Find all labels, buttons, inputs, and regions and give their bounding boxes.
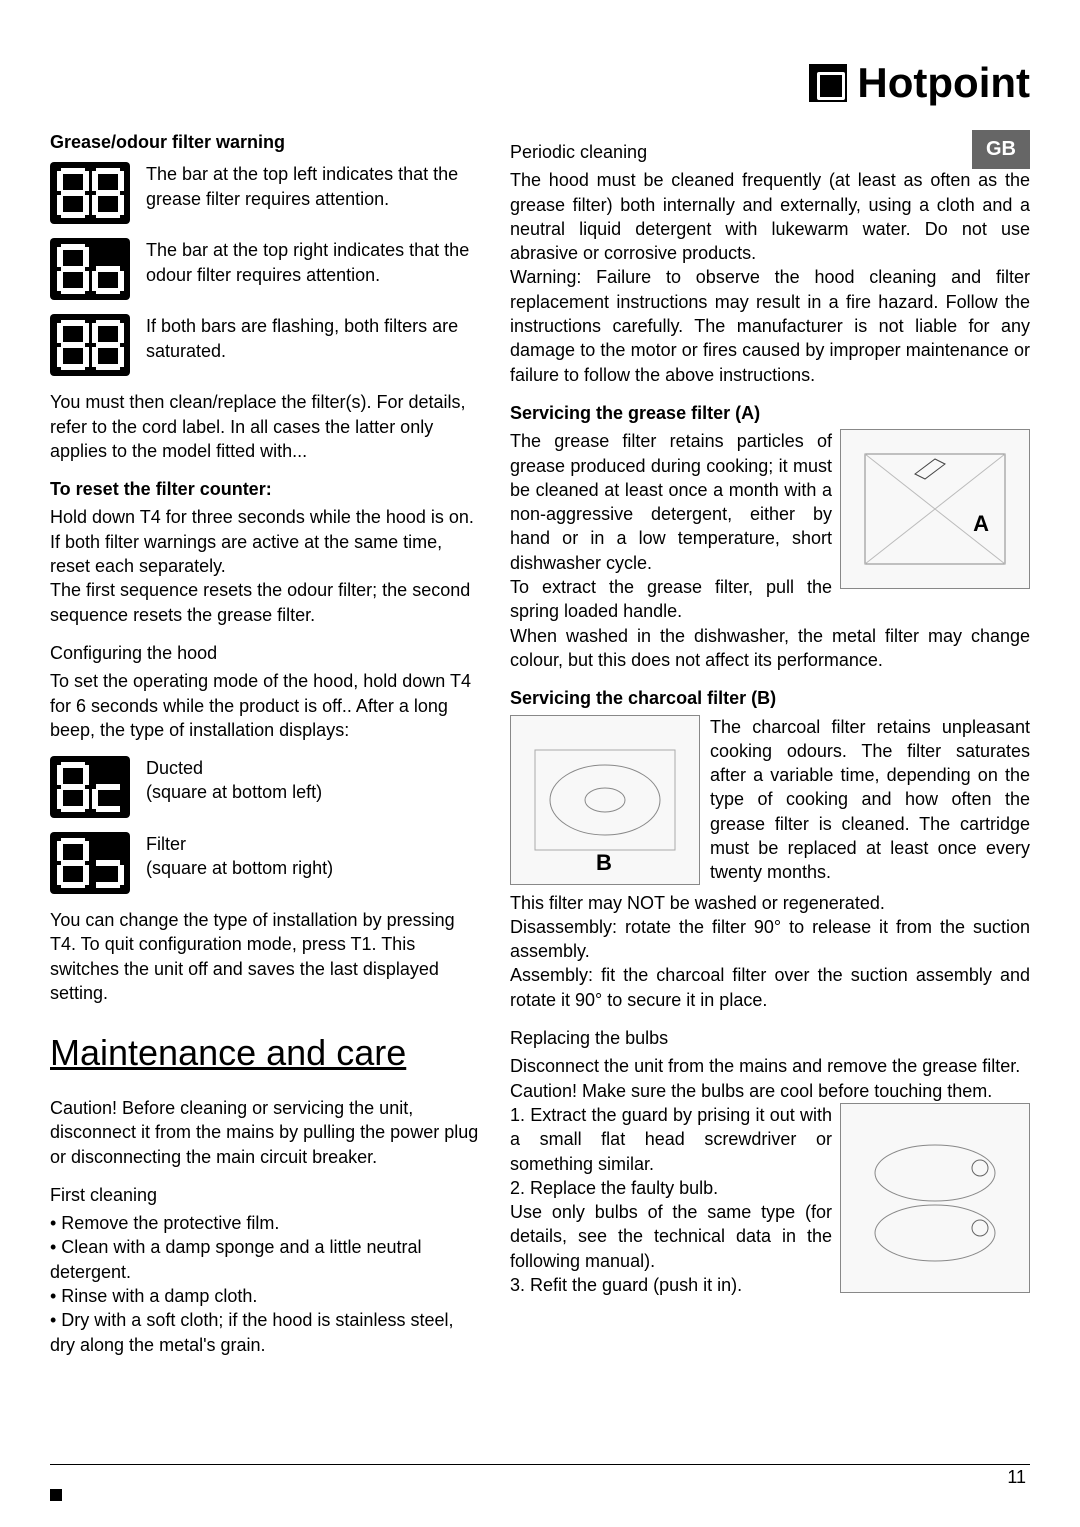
fc-step4: • Dry with a soft cloth; if the hood is … — [50, 1308, 480, 1357]
filter-row: Filter (square at bottom right) — [50, 832, 480, 894]
assembly-text: Assembly: fit the charcoal filter over t… — [510, 963, 1030, 1012]
periodic-title: Periodic cleaning — [510, 140, 1030, 164]
bulb-diagram — [840, 1103, 1030, 1293]
config-body: To set the operating mode of the hood, h… — [50, 669, 480, 742]
ducted-desc: (square at bottom left) — [146, 780, 322, 804]
ducted-row: Ducted (square at bottom left) — [50, 756, 480, 818]
fc-step2: • Clean with a damp sponge and a little … — [50, 1235, 480, 1284]
periodic-body: The hood must be cleaned frequently (at … — [510, 168, 1030, 265]
disassembly-text: Disassembly: rotate the filter 90° to re… — [510, 915, 1030, 964]
warning-row-3: If both bars are flashing, both filters … — [50, 314, 480, 376]
grease-warning-title: Grease/odour filter warning — [50, 130, 480, 154]
filter-desc: (square at bottom right) — [146, 856, 333, 880]
filter-label: Filter — [146, 832, 333, 856]
periodic-warn: Warning: Failure to observe the hood cle… — [510, 265, 1030, 386]
seg-icon-both-bars — [50, 314, 130, 376]
charcoal-note: This filter may NOT be washed or regener… — [510, 891, 1030, 915]
fc-step1: • Remove the protective film. — [50, 1211, 480, 1235]
reset-title: To reset the filter counter: — [50, 477, 480, 501]
charcoal-title: Servicing the charcoal filter (B) — [510, 686, 1030, 710]
warning-row-1: The bar at the top left indicates that t… — [50, 162, 480, 224]
grease-note: When washed in the dishwasher, the metal… — [510, 624, 1030, 673]
seg-icon-ducted — [50, 756, 130, 818]
crop-mark-icon — [50, 1489, 62, 1501]
warn1-text: The bar at the top left indicates that t… — [146, 162, 480, 211]
maintenance-caution: Caution! Before cleaning or servicing th… — [50, 1096, 480, 1169]
must-clean-text: You must then clean/replace the filter(s… — [50, 390, 480, 463]
bulbs-caution: Caution! Make sure the bulbs are cool be… — [510, 1079, 1030, 1103]
filter-diagram-a: A — [840, 429, 1030, 589]
page-number: 11 — [1007, 1465, 1026, 1489]
label-a: A — [973, 509, 989, 539]
seg-icon-right-bar — [50, 238, 130, 300]
filter-diagram-b: B — [510, 715, 700, 885]
brand-text: Hotpoint — [857, 55, 1030, 112]
ducted-label: Ducted — [146, 756, 322, 780]
brand-icon — [809, 64, 847, 102]
fc-step3: • Rinse with a damp cloth. — [50, 1284, 480, 1308]
first-clean-title: First cleaning — [50, 1183, 480, 1207]
change-body: You can change the type of installation … — [50, 908, 480, 1005]
config-title: Configuring the hood — [50, 641, 480, 665]
warning-row-2: The bar at the top right indicates that … — [50, 238, 480, 300]
footer-rule — [50, 1464, 1030, 1465]
bulbs-title: Replacing the bulbs — [510, 1026, 1030, 1050]
seg-icon-filter — [50, 832, 130, 894]
maintenance-heading: Maintenance and care — [50, 1029, 480, 1078]
label-b: B — [596, 848, 612, 878]
reset-note: If both filter warnings are active at th… — [50, 530, 480, 579]
seg-icon-left-bar — [50, 162, 130, 224]
warn2-text: The bar at the top right indicates that … — [146, 238, 480, 287]
brand-logo: Hotpoint — [809, 55, 1030, 112]
reset-body: Hold down T4 for three seconds while the… — [50, 505, 480, 529]
reset-seq: The first sequence resets the odour filt… — [50, 578, 480, 627]
grease-filter-title: Servicing the grease filter (A) — [510, 401, 1030, 425]
warn3-text: If both bars are flashing, both filters … — [146, 314, 480, 363]
bulbs-disconnect: Disconnect the unit from the mains and r… — [510, 1054, 1030, 1078]
